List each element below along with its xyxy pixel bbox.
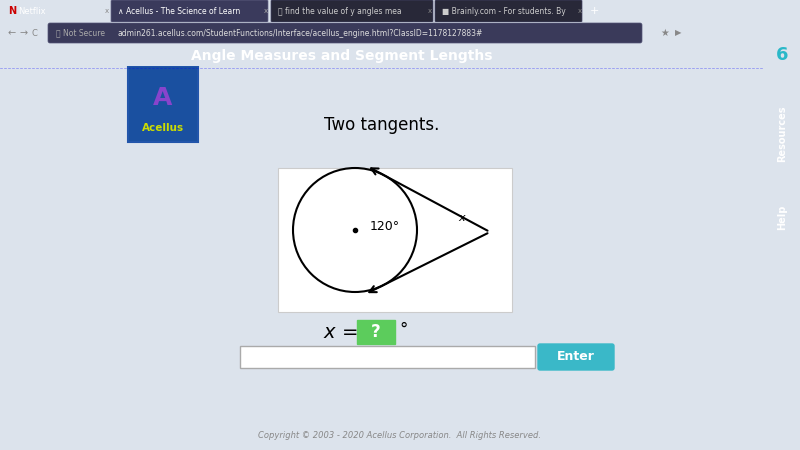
- FancyBboxPatch shape: [111, 0, 268, 22]
- Text: →: →: [20, 28, 28, 38]
- FancyBboxPatch shape: [357, 320, 395, 344]
- Text: +: +: [590, 6, 599, 16]
- Text: Acellus: Acellus: [142, 123, 184, 133]
- Text: ∧ Acellus - The Science of Learn: ∧ Acellus - The Science of Learn: [118, 6, 240, 15]
- Text: Two tangents.: Two tangents.: [324, 116, 440, 134]
- FancyBboxPatch shape: [435, 0, 582, 22]
- Text: A: A: [154, 86, 173, 110]
- Text: x: x: [264, 8, 268, 14]
- Text: x: x: [458, 213, 466, 223]
- Text: ←: ←: [8, 28, 16, 38]
- Text: N: N: [8, 6, 16, 16]
- Text: Netflix: Netflix: [18, 6, 46, 15]
- Text: Help: Help: [777, 205, 787, 230]
- Text: ?: ?: [371, 323, 381, 341]
- Text: ⛶ find the value of y angles mea: ⛶ find the value of y angles mea: [278, 6, 402, 15]
- Text: ▶: ▶: [675, 28, 682, 37]
- Text: Copyright © 2003 - 2020 Acellus Corporation.  All Rights Reserved.: Copyright © 2003 - 2020 Acellus Corporat…: [258, 431, 542, 440]
- Text: °: °: [399, 321, 407, 339]
- Text: ★: ★: [660, 28, 669, 38]
- FancyBboxPatch shape: [48, 23, 642, 43]
- Text: x: x: [578, 8, 582, 14]
- FancyBboxPatch shape: [538, 344, 614, 370]
- Text: C: C: [32, 28, 38, 37]
- FancyBboxPatch shape: [128, 66, 198, 142]
- Text: x: x: [105, 8, 109, 14]
- Text: Resources: Resources: [777, 106, 787, 162]
- Text: Angle Measures and Segment Lengths: Angle Measures and Segment Lengths: [191, 49, 493, 63]
- Text: x: x: [428, 8, 432, 14]
- Text: ■ Brainly.com - For students. By: ■ Brainly.com - For students. By: [442, 6, 566, 15]
- FancyBboxPatch shape: [240, 346, 535, 368]
- Text: ⓘ Not Secure: ⓘ Not Secure: [56, 28, 105, 37]
- Text: 120°: 120°: [370, 220, 400, 234]
- FancyBboxPatch shape: [271, 0, 433, 22]
- Text: 6: 6: [776, 46, 788, 64]
- Text: Enter: Enter: [557, 351, 595, 364]
- Text: admin261.acellus.com/StudentFunctions/Interface/acellus_engine.html?ClassID=1178: admin261.acellus.com/StudentFunctions/In…: [118, 28, 483, 37]
- Text: $x$ =: $x$ =: [322, 323, 358, 342]
- FancyBboxPatch shape: [278, 168, 512, 312]
